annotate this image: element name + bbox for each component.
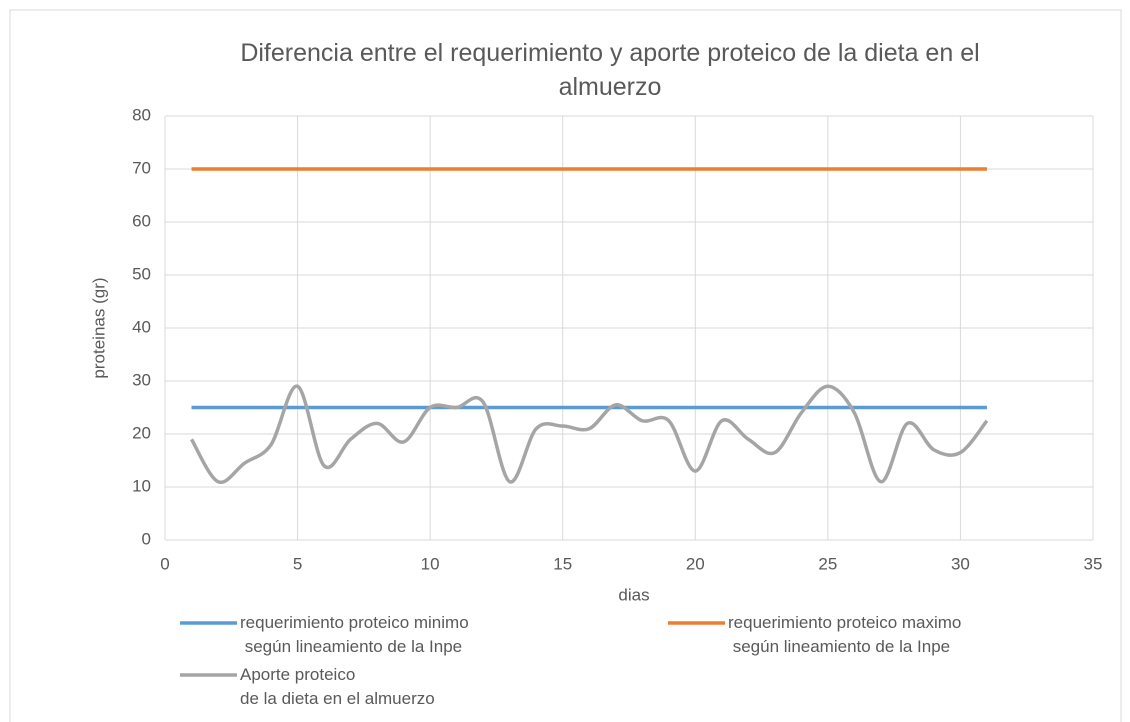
y-tick-label: 0 xyxy=(142,529,151,548)
legend-label: requerimiento proteico minimo según line… xyxy=(240,613,469,656)
y-tick-label: 20 xyxy=(132,423,151,442)
chart-border xyxy=(9,9,1122,722)
x-axis-label: dias xyxy=(618,585,649,604)
x-tick-label: 5 xyxy=(293,554,302,573)
x-tick-label: 15 xyxy=(553,554,572,573)
y-tick-label: 60 xyxy=(132,211,151,230)
x-tick-label: 0 xyxy=(160,554,169,573)
y-tick-label: 30 xyxy=(132,370,151,389)
y-tick-label: 50 xyxy=(132,264,151,283)
x-tick-label: 25 xyxy=(818,554,837,573)
y-tick-label: 40 xyxy=(132,317,151,336)
y-tick-label: 10 xyxy=(132,476,151,495)
x-tick-label: 10 xyxy=(421,554,440,573)
line-series xyxy=(189,384,989,485)
x-tick-label: 35 xyxy=(1084,554,1103,573)
x-tick-label: 30 xyxy=(951,554,970,573)
chart-title: Diferencia entre el requerimiento y apor… xyxy=(240,39,980,101)
legend-label: Aporte proteico de la dieta en el almuer… xyxy=(240,665,435,708)
y-tick-label: 80 xyxy=(132,105,151,124)
x-tick-label: 20 xyxy=(686,554,705,573)
legend-label: requerimiento proteico maximo según line… xyxy=(728,613,962,656)
y-tick-label: 70 xyxy=(132,158,151,177)
y-axis-label: proteinas (gr) xyxy=(89,277,108,378)
